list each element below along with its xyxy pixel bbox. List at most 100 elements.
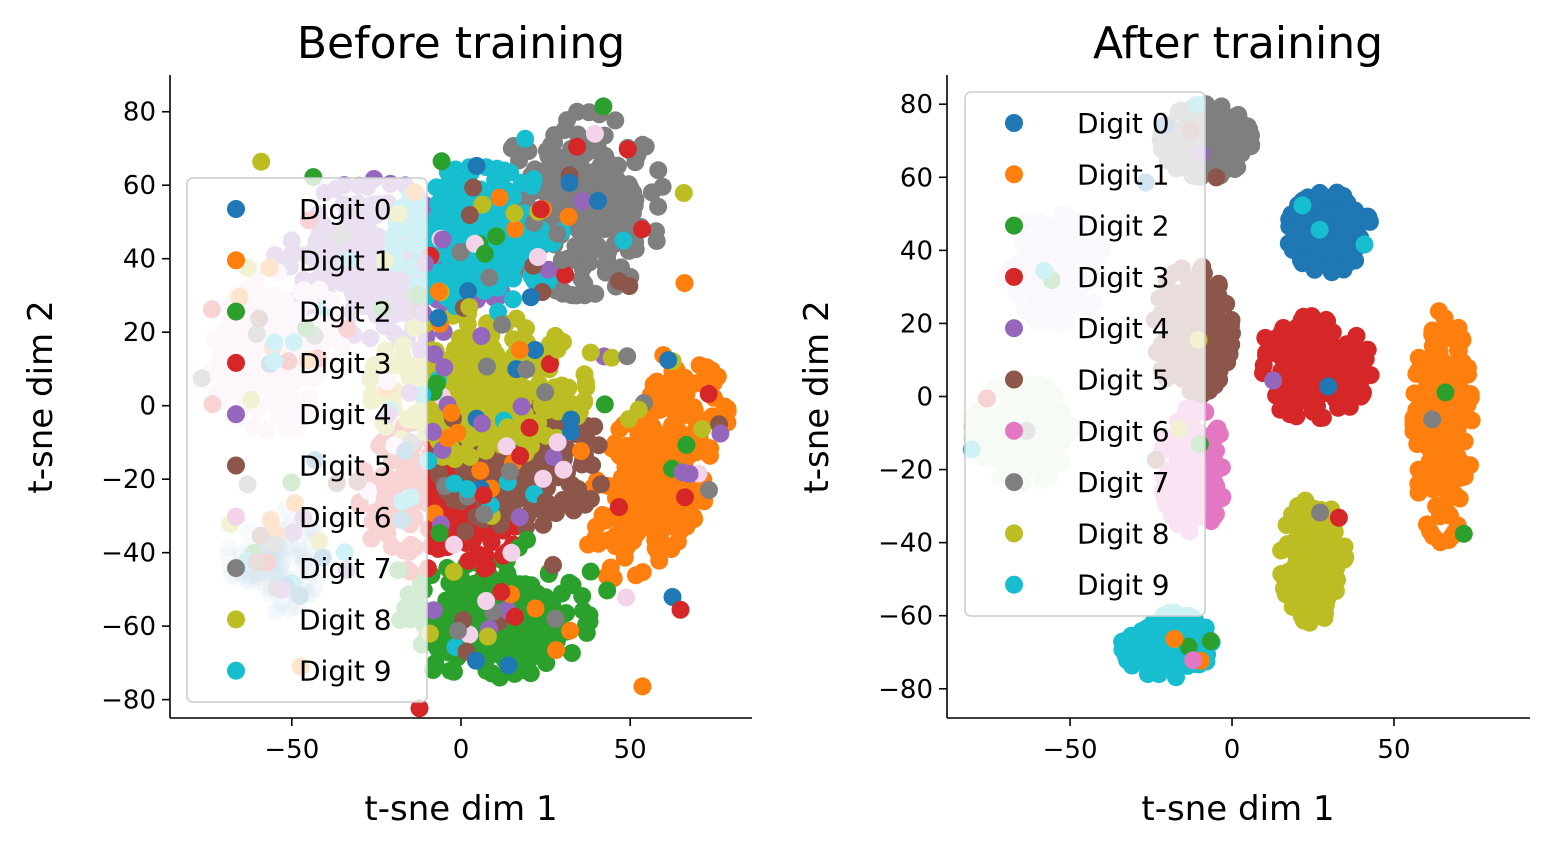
data-point [649, 161, 668, 180]
data-point [1273, 322, 1291, 341]
data-point [520, 617, 539, 636]
data-point [1294, 575, 1313, 594]
data-point [429, 539, 448, 558]
data-point [1424, 527, 1442, 546]
data-point [548, 433, 567, 452]
data-point [429, 309, 448, 327]
data-point [539, 260, 558, 279]
data-point [1355, 235, 1374, 254]
data-point [559, 207, 578, 226]
data-point [467, 156, 486, 175]
data-point [505, 204, 524, 223]
data-point [633, 220, 652, 239]
data-point [1325, 522, 1344, 541]
data-point [637, 436, 656, 454]
data-point [591, 156, 610, 174]
data-point [521, 288, 540, 307]
data-point [653, 177, 672, 196]
data-point [536, 492, 555, 511]
data-point [459, 551, 478, 570]
data-point [510, 508, 529, 527]
data-point [647, 222, 665, 241]
y-tick-label: −20 [101, 465, 156, 495]
y-tick-label: −80 [101, 686, 156, 716]
legend-marker [227, 507, 245, 526]
legend-frame [186, 177, 428, 703]
data-point [699, 384, 718, 403]
data-point [503, 290, 522, 309]
data-point [464, 178, 483, 197]
data-point [566, 237, 585, 255]
data-point [1215, 329, 1234, 348]
data-point [545, 126, 564, 145]
data-point [521, 664, 540, 683]
data-point [430, 524, 449, 542]
data-point [424, 661, 443, 679]
data-point [685, 509, 704, 528]
data-point [435, 358, 454, 377]
series-digit-0 [1279, 183, 1379, 282]
data-point [634, 466, 653, 485]
data-point [526, 341, 544, 359]
data-point [424, 601, 443, 620]
data-point [511, 446, 530, 465]
data-point [429, 282, 448, 301]
data-point [502, 543, 521, 562]
data-point [1427, 437, 1446, 455]
legend-marker [227, 661, 245, 680]
data-point [442, 403, 461, 422]
data-point [552, 251, 571, 270]
data-point [649, 197, 668, 216]
data-point [546, 609, 565, 628]
data-point [635, 509, 654, 528]
series-digit-8 [1272, 491, 1355, 632]
data-point [463, 353, 481, 372]
legend-marker [227, 200, 245, 218]
data-point [1445, 462, 1464, 480]
data-point [1272, 541, 1291, 560]
data-point [575, 286, 594, 305]
data-point [562, 410, 581, 429]
y-tick-label: 80 [123, 98, 156, 128]
data-point [618, 140, 637, 159]
data-point [441, 661, 460, 680]
data-point [1118, 651, 1137, 670]
data-point [491, 393, 510, 411]
y-tick-label: −60 [101, 612, 156, 642]
data-point [252, 152, 271, 171]
data-point [539, 147, 558, 166]
data-point [477, 592, 496, 610]
data-point [633, 677, 652, 696]
data-point [617, 588, 635, 607]
legend-marker [227, 610, 245, 629]
data-point [587, 517, 605, 536]
data-point [544, 556, 562, 574]
data-point [1301, 357, 1320, 376]
data-point [461, 447, 480, 466]
data-point [569, 480, 588, 499]
data-point [484, 664, 502, 683]
data-point [440, 196, 459, 215]
data-point [548, 340, 567, 359]
data-point [1442, 486, 1461, 505]
data-point [581, 490, 600, 509]
data-point [1451, 403, 1470, 422]
data-point [1275, 343, 1294, 362]
data-point [490, 188, 509, 207]
data-point [1296, 534, 1315, 553]
data-point [1461, 456, 1479, 475]
data-point [500, 462, 519, 481]
data-point [1329, 508, 1348, 527]
data-point [517, 319, 535, 338]
data-point [596, 263, 615, 282]
data-point [662, 489, 681, 507]
data-point [685, 401, 704, 420]
data-point [1226, 107, 1245, 126]
legend-marker [227, 251, 245, 270]
data-point [424, 422, 442, 441]
data-point [589, 191, 607, 210]
data-point [456, 522, 475, 541]
data-point [1409, 460, 1428, 479]
data-point [629, 400, 648, 419]
